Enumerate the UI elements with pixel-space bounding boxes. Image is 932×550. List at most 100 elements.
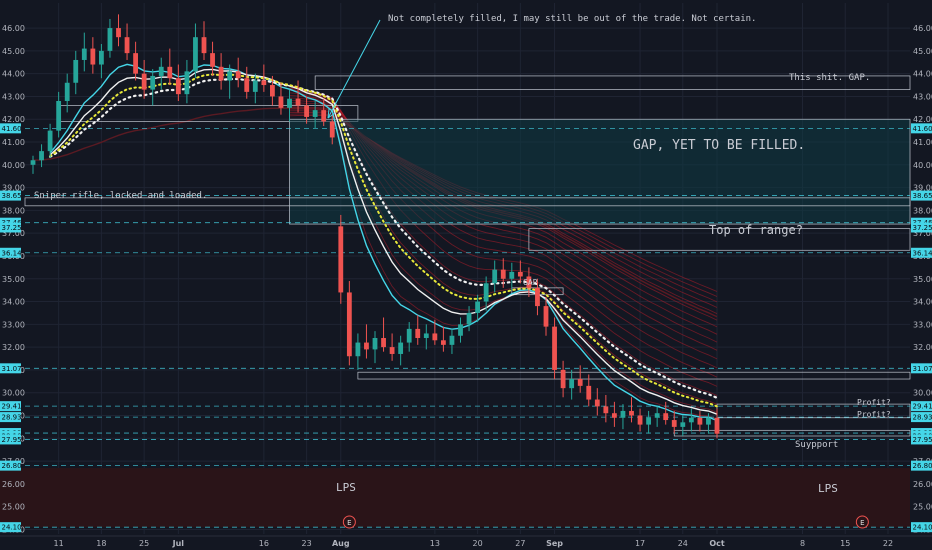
- candle-61: [552, 317, 557, 380]
- price-tag-left-1: 38.65: [2, 192, 22, 200]
- candle-73: [654, 406, 660, 427]
- candle-63: [569, 369, 575, 400]
- y-tick-left-9: 37.00: [2, 229, 25, 238]
- x-tick-6: Aug: [332, 539, 350, 548]
- candle-body-59: [535, 287, 540, 307]
- candle-17: [175, 64, 181, 101]
- price-tag-left-bg-0: [0, 123, 21, 134]
- x-tick-13: Oct: [709, 539, 725, 548]
- y-tick-right-20: 26.00: [913, 480, 932, 489]
- x-tick-10: Sep: [546, 539, 563, 548]
- price-tag-right-6: 29.41: [913, 403, 932, 411]
- candle-28: [270, 75, 275, 106]
- candle-41: [381, 317, 386, 352]
- candle-body-69: [620, 410, 626, 418]
- price-tag-left-6: 29.41: [2, 403, 22, 411]
- candle-78: [697, 410, 703, 432]
- candle-54: [492, 260, 498, 293]
- zone-2: [289, 118, 911, 225]
- x-tick-9: 27: [515, 539, 525, 548]
- candle-body-70: [629, 410, 634, 416]
- price-tag-left-bg-11: [0, 460, 21, 471]
- candle-51: [466, 306, 472, 332]
- candle-64: [577, 365, 583, 393]
- candle-body-6: [81, 48, 87, 60]
- candle-21: [210, 41, 215, 76]
- candle-body-20: [201, 37, 207, 54]
- candle-48: [441, 326, 446, 352]
- candle-12: [133, 41, 138, 81]
- candle-body-25: [244, 78, 250, 92]
- price-tag-right-bg-1: [911, 190, 932, 201]
- price-tag-left-bg-10: [0, 434, 21, 445]
- price-tag-right-1: 38.65: [913, 192, 932, 200]
- candle-body-49: [449, 335, 455, 345]
- candle-body-36: [338, 226, 344, 293]
- price-tag-left-3: 37.25: [2, 224, 22, 232]
- candle-body-71: [637, 415, 643, 425]
- candle-body-29: [278, 96, 284, 108]
- x-tick-7: 13: [430, 539, 440, 548]
- price-axis[interactable]: 46.00 46.00 45.00 45.00 44.00 44.00 43.00 43.00…: [0, 24, 932, 534]
- candle-body-26: [252, 80, 258, 92]
- candle-body-75: [671, 420, 677, 427]
- x-tick-4: 16: [259, 539, 269, 548]
- annotation-profit-2: Profit?: [857, 410, 891, 419]
- price-tag-right-bg-3: [911, 222, 932, 233]
- candle-10: [116, 14, 121, 47]
- price-tag-left-5: 31.07: [2, 365, 22, 373]
- candle-59: [535, 278, 540, 316]
- candle-31: [295, 80, 301, 113]
- candle-body-4: [64, 82, 70, 101]
- candle-60: [543, 296, 549, 336]
- candle-body-67: [603, 406, 609, 414]
- candle-72: [646, 410, 651, 434]
- candle-67: [603, 394, 609, 423]
- candle-body-56: [509, 271, 515, 279]
- candle-42: [389, 333, 395, 361]
- candle-body-66: [594, 399, 600, 407]
- candle-37: [346, 281, 352, 366]
- price-tag-right-bg-7: [911, 412, 932, 423]
- candle-36: [338, 214, 344, 304]
- candle-body-14: [150, 75, 156, 90]
- candle-38: [355, 333, 361, 370]
- candle-body-60: [543, 306, 549, 327]
- candle-26: [252, 73, 258, 104]
- y-tick-left-7: 39.00: [2, 184, 25, 193]
- candle-62: [560, 360, 566, 398]
- y-tick-left-13: 33.00: [2, 320, 25, 329]
- candle-body-2: [47, 130, 53, 152]
- candle-52: [475, 294, 480, 323]
- price-tag-left-7: 28.93: [2, 414, 22, 422]
- candle-24: [235, 57, 241, 88]
- price-tag-left-11: 26.80: [2, 462, 22, 470]
- y-tick-left-16: 30.00: [2, 389, 25, 398]
- candle-49: [449, 328, 455, 354]
- candle-body-0: [30, 160, 36, 165]
- price-tag-right-5: 31.07: [913, 365, 932, 373]
- x-tick-15: 15: [840, 539, 850, 548]
- candle-body-30: [287, 98, 292, 108]
- x-tick-14: 8: [800, 539, 805, 548]
- candle-45: [415, 315, 421, 345]
- candle-body-39: [364, 342, 369, 350]
- time-axis[interactable]: 11 18 25 Jul 16 23 Aug 13 20 27 Sep 17 24 Oct 8 15 22: [0, 535, 932, 548]
- y-tick-left-3: 43.00: [2, 92, 25, 101]
- candle-35: [329, 114, 335, 145]
- y-tick-right-13: 33.00: [913, 320, 932, 329]
- price-tag-right-10: 27.95: [913, 436, 932, 444]
- candle-body-24: [235, 71, 241, 79]
- candle-body-63: [569, 379, 575, 389]
- annotation-gap-small: GAP: [523, 278, 538, 287]
- x-tick-1: 18: [96, 539, 106, 548]
- y-tick-right-12: 34.00: [913, 298, 932, 307]
- candle-body-32: [304, 105, 309, 117]
- candle-71: [637, 408, 643, 432]
- y-tick-right-21: 25.00: [913, 503, 932, 512]
- candle-body-47: [432, 333, 438, 341]
- price-tag-right-bg-11: [911, 460, 932, 471]
- candle-1: [39, 144, 44, 168]
- candle-46: [423, 324, 429, 350]
